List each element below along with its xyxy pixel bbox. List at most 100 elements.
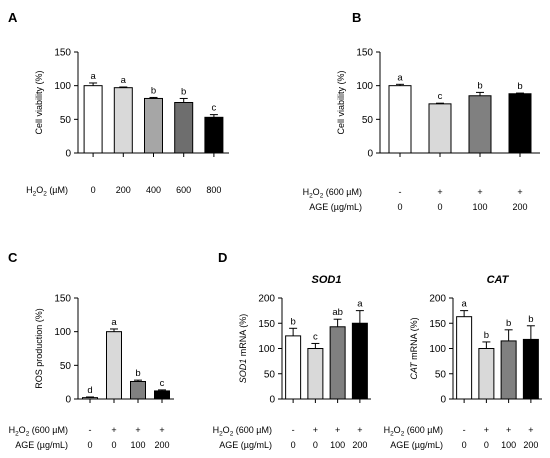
y-tick-label: 200: [429, 294, 446, 305]
x-category-label: 0: [437, 202, 442, 212]
significance-letter-3: b: [151, 85, 156, 96]
x-row-label: AGE (µg/mL): [15, 440, 68, 450]
x-row-label: H2O2 (µM): [26, 185, 68, 198]
x-category-label: +: [484, 425, 489, 435]
y-tick-label: 0: [367, 149, 373, 160]
x-category-label: 200: [512, 202, 527, 212]
bar-1: [83, 85, 103, 154]
x-category-label: -: [89, 425, 92, 435]
y-tick-label: 50: [435, 369, 447, 380]
y-tick-label: 100: [258, 344, 275, 355]
bar-4: [522, 338, 539, 400]
bar-2: [106, 331, 122, 400]
chart-panel-c: C 0 50 100 150 ROS production (%) d - 0 a +0 b +100 c…: [8, 250, 174, 450]
significance-letter-3: b: [477, 80, 482, 91]
x-category-label: +: [335, 425, 340, 435]
bar-4: [154, 390, 170, 400]
x-category-label: -: [463, 425, 466, 435]
x-category-label: +: [313, 425, 318, 435]
x-category-label: +: [517, 187, 522, 197]
x-category-label: +: [477, 187, 482, 197]
y-axis-label: Cell viability (%): [34, 70, 44, 134]
y-tick-label: 150: [258, 319, 275, 330]
panel-label: B: [352, 10, 361, 25]
bar-1: [456, 316, 473, 400]
significance-letter-2: b: [484, 330, 489, 341]
y-tick-label: 50: [362, 115, 374, 126]
bar-5: [204, 116, 224, 154]
x-category-label: 100: [472, 202, 487, 212]
x-category-label: +: [528, 425, 533, 435]
significance-letter-3: b: [135, 368, 140, 379]
significance-letter-1: a: [461, 299, 467, 310]
x-category-label: 100: [130, 440, 145, 450]
bar-4: [351, 322, 368, 400]
x-category-label: +: [506, 425, 511, 435]
x-category-label: 0: [291, 440, 296, 450]
bar-1: [388, 85, 412, 154]
x-row-label: H2O2 (600 µM): [303, 187, 362, 200]
panel-label: A: [8, 10, 18, 25]
significance-letter-4: b: [181, 86, 186, 97]
x-row-label: H2O2 (600 µM): [384, 425, 443, 438]
x-category-label: 200: [154, 440, 169, 450]
significance-letter-1: b: [290, 316, 295, 327]
chart-title: SOD1: [312, 274, 342, 286]
x-category-label: 0: [484, 440, 489, 450]
bar-3: [329, 326, 346, 400]
x-category-label: 0: [462, 440, 467, 450]
bar-2: [113, 87, 133, 154]
x-category-label: +: [437, 187, 442, 197]
x-row-label: H2O2 (600 µM): [9, 425, 68, 438]
y-tick-label: 100: [429, 344, 446, 355]
y-tick-label: 0: [65, 395, 71, 406]
chart-panel-d2: CAT 0 50 100 150 200 CAT mRNA (%) a - 0 b +0 b +100 b +…: [384, 274, 542, 450]
x-category-label: 0: [313, 440, 318, 450]
bar-4: [508, 93, 532, 154]
y-axis-label: Cell viability (%): [336, 70, 346, 134]
y-axis-label: SOD1 mRNA (%): [238, 314, 248, 384]
bar-1: [82, 397, 98, 400]
significance-letter-4: a: [357, 299, 363, 310]
y-tick-label: 50: [264, 369, 276, 380]
significance-letter-4: c: [160, 378, 165, 389]
x-category-label: -: [399, 187, 402, 197]
y-axis-label-unit: mRNA (%): [238, 314, 248, 359]
significance-letter-2: a: [121, 75, 127, 86]
y-tick-label: 150: [54, 48, 71, 59]
significance-letter-2: c: [438, 91, 443, 102]
significance-letter-3: b: [506, 318, 511, 329]
x-category-label: 100: [501, 440, 516, 450]
x-category-label: 0: [111, 440, 116, 450]
bar-2: [478, 348, 495, 400]
bar-1: [285, 335, 302, 400]
x-category-label: 200: [352, 440, 367, 450]
chart-panel-b: B 0 50 100 150 Cell viability (%) a - 0 c +0 b +100 b…: [303, 10, 540, 212]
y-axis-label-gene: CAT: [409, 361, 419, 380]
y-tick-label: 150: [429, 319, 446, 330]
x-category-label: +: [135, 425, 140, 435]
x-category-label: 800: [206, 185, 221, 195]
significance-letter-4: b: [528, 314, 533, 325]
panel-label: D: [218, 250, 227, 265]
significance-letter-1: a: [397, 72, 403, 83]
y-tick-label: 0: [65, 149, 71, 160]
bar-3: [468, 95, 492, 154]
bar-4: [174, 102, 194, 154]
x-row-label: AGE (µg/mL): [309, 202, 362, 212]
x-category-label: 0: [91, 185, 96, 195]
y-axis-label-unit: mRNA (%): [409, 317, 419, 362]
y-axis-label: CAT mRNA (%): [409, 317, 419, 379]
y-tick-label: 0: [269, 395, 275, 406]
y-tick-label: 50: [60, 115, 72, 126]
significance-letter-2: a: [111, 317, 117, 328]
y-tick-label: 50: [60, 361, 72, 372]
y-tick-label: 100: [356, 81, 373, 92]
x-row-label: AGE (µg/mL): [219, 440, 272, 450]
significance-letter-1: a: [90, 71, 96, 82]
panel-label: C: [8, 250, 18, 265]
y-axis-label-gene: SOD1: [238, 359, 248, 384]
x-row-label: H2O2 (600 µM): [213, 425, 272, 438]
y-axis-label: ROS production (%): [34, 308, 44, 389]
